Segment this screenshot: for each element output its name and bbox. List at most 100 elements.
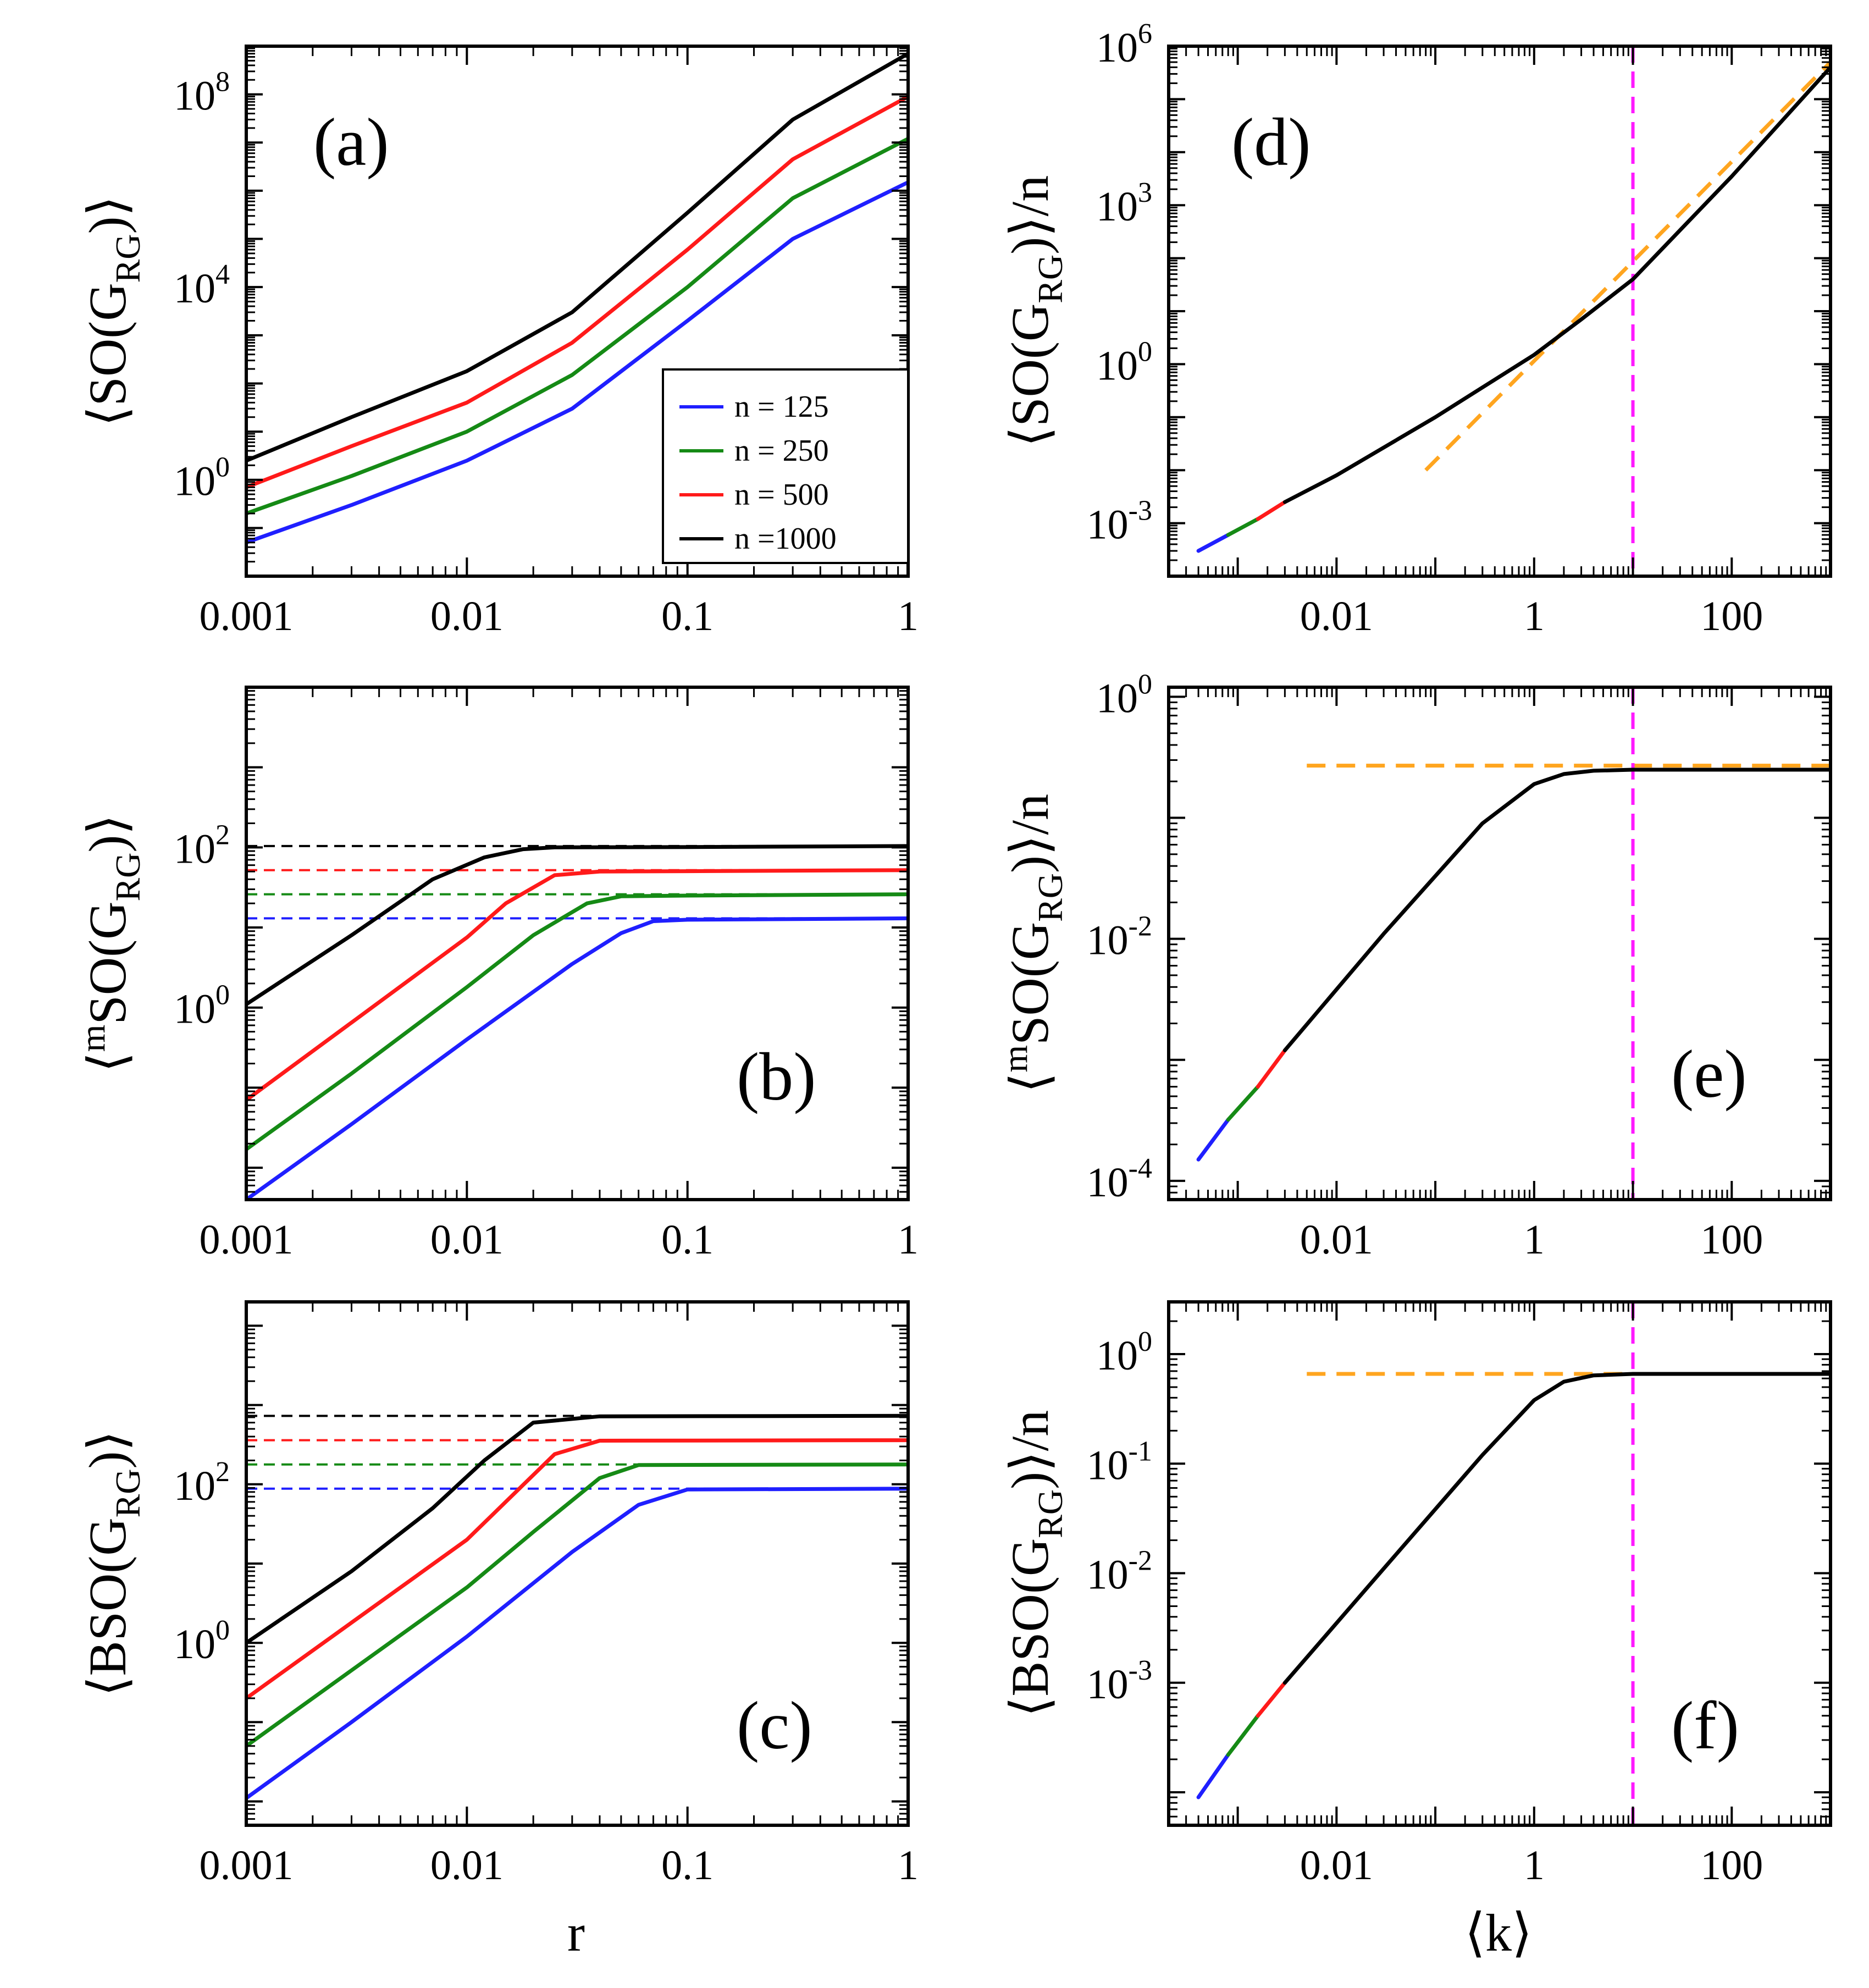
series-line-n-500 bbox=[1256, 500, 1287, 521]
series-line-n-500 bbox=[246, 868, 908, 1102]
x-tick-label: 0.001 bbox=[200, 593, 294, 639]
y-tick-label: 10-4 bbox=[1087, 1153, 1152, 1206]
panel-label: (c) bbox=[737, 1688, 812, 1763]
x-tick-label: 1 bbox=[898, 593, 919, 639]
plot-area bbox=[246, 52, 908, 545]
x-tick-label: 0.001 bbox=[200, 1842, 294, 1888]
y-tick-label: 100 bbox=[174, 1615, 230, 1667]
y-tick-label: 10-2 bbox=[1087, 911, 1152, 964]
y-axis-label: ⟨SO(GRG)⟩/n bbox=[1000, 175, 1070, 447]
series-line-n-500 bbox=[246, 95, 908, 489]
x-tick-label: 100 bbox=[1700, 593, 1763, 639]
series-line-n-125 bbox=[246, 916, 908, 1200]
x-tick-label: 1 bbox=[898, 1217, 919, 1263]
y-tick-label: 10-1 bbox=[1087, 1435, 1152, 1488]
x-tick-label: 1 bbox=[898, 1842, 919, 1888]
y-tick-label: 102 bbox=[174, 819, 230, 872]
panel-label: (a) bbox=[313, 104, 389, 180]
series-line-n-500 bbox=[1256, 1048, 1287, 1089]
legend-label-n500: n = 500 bbox=[734, 478, 829, 512]
series-line-n-1000 bbox=[1282, 767, 1831, 1052]
series-line-n-125 bbox=[1196, 1753, 1230, 1799]
panel-label: (d) bbox=[1231, 104, 1311, 180]
y-tick-label: 104 bbox=[174, 259, 230, 312]
plot-area bbox=[1196, 1302, 1831, 1825]
panel-c: 0.001 0.01 0.1 1 100 102 (c) ⟨BSO(GRG)⟩ r bbox=[78, 1300, 919, 1962]
series-line-n-1000 bbox=[246, 52, 908, 463]
x-tick-label: 0.01 bbox=[430, 1217, 504, 1263]
series-line-n-125 bbox=[246, 1487, 908, 1801]
x-tick-label: 0.01 bbox=[1300, 593, 1373, 639]
x-tick-label: 100 bbox=[1700, 1217, 1763, 1263]
panel-label: (f) bbox=[1671, 1688, 1739, 1763]
x-tick-label: 0.1 bbox=[661, 593, 714, 639]
x-tick-label: 100 bbox=[1700, 1842, 1763, 1888]
panel-b: 0.001 0.01 0.1 1 100 102 (b) ⟨mSO(GRG)⟩ bbox=[73, 686, 919, 1263]
y-tick-label: 100 bbox=[174, 452, 230, 505]
plot-frame bbox=[245, 1300, 910, 1827]
y-axis-label: ⟨BSO(GRG)⟩ bbox=[78, 1431, 147, 1697]
series-line-n-250 bbox=[1226, 1085, 1260, 1122]
panel-f: 0.01 1 100 10-3 10-2 10-1 100 (f) ⟨BSO(GRG)⟩/n ⟨k… bbox=[1000, 1300, 1832, 1962]
plot-frame bbox=[1167, 686, 1832, 1201]
y-tick-label: 108 bbox=[174, 67, 230, 119]
x-tick-label: 0.001 bbox=[200, 1217, 294, 1263]
series-line-n-500 bbox=[1256, 1681, 1287, 1718]
x-tick-label: 0.01 bbox=[1300, 1217, 1373, 1263]
x-tick-label: 0.1 bbox=[661, 1842, 714, 1888]
legend-label-n250: n = 250 bbox=[734, 434, 829, 468]
y-tick-label: 100 bbox=[1096, 1326, 1152, 1379]
y-tick-label: 10-3 bbox=[1087, 495, 1152, 548]
series-line-n-250 bbox=[246, 1462, 908, 1748]
y-tick-label: 103 bbox=[1096, 177, 1152, 230]
x-tick-label: 0.01 bbox=[430, 593, 504, 639]
series-line-n-250 bbox=[1226, 1714, 1260, 1757]
y-axis-label: ⟨mSO(GRG)⟩ bbox=[73, 814, 147, 1073]
series-line-n-250 bbox=[246, 136, 908, 516]
panel-e: 0.01 1 100 10-4 10-2 100 (e) ⟨mSO(GRG)⟩/n bbox=[996, 669, 1832, 1263]
x-tick-label: 0.1 bbox=[661, 1217, 714, 1263]
y-axis-label: ⟨mSO(GRG)⟩/n bbox=[996, 794, 1070, 1093]
y-tick-label: 100 bbox=[1096, 669, 1152, 721]
panel-a: 0.001 0.01 0.1 1 100 104 108 (a) ⟨SO(GRG)⟩ bbox=[78, 45, 919, 639]
plot-frame bbox=[245, 686, 910, 1201]
plot-area bbox=[1196, 46, 1831, 576]
y-tick-label: 106 bbox=[1096, 18, 1152, 71]
x-tick-label: 1 bbox=[1524, 593, 1545, 639]
reference-line bbox=[1424, 60, 1831, 472]
y-axis-label: ⟨SO(GRG)⟩ bbox=[78, 196, 147, 427]
x-tick-label: 1 bbox=[1524, 1217, 1545, 1263]
plot-frame bbox=[1167, 1300, 1832, 1827]
legend-label-n1000: n =1000 bbox=[734, 522, 837, 556]
y-tick-label: 100 bbox=[1096, 336, 1152, 389]
legend-label-n125: n = 125 bbox=[734, 390, 829, 424]
series-line-n-125 bbox=[1196, 533, 1230, 553]
x-tick-label: 1 bbox=[1524, 1842, 1545, 1888]
x-tick-label: 0.01 bbox=[430, 1842, 504, 1888]
legend-box bbox=[662, 368, 909, 564]
x-tick-label: 0.01 bbox=[1300, 1842, 1373, 1888]
plot-frame bbox=[1167, 45, 1832, 578]
panel-d: 0.01 1 100 10-3 100 103 106 (d) ⟨SO(GRG)⟩/n bbox=[1000, 18, 1832, 639]
plot-area bbox=[246, 844, 908, 1200]
series-line-n-1000 bbox=[1282, 65, 1831, 504]
plot-frame bbox=[245, 45, 910, 578]
series-line-n-250 bbox=[246, 892, 908, 1151]
series-line-n-125 bbox=[246, 180, 908, 545]
series-line-n-500 bbox=[246, 1438, 908, 1700]
x-axis-label: r bbox=[567, 1903, 585, 1962]
series-line-n-1000 bbox=[1282, 1372, 1831, 1685]
legend: n = 125 n = 250 n = 500 n =1000 bbox=[662, 368, 909, 564]
y-axis-label: ⟨BSO(GRG)⟩/n bbox=[1000, 1410, 1070, 1718]
series-line-n-250 bbox=[1226, 517, 1260, 537]
y-tick-label: 100 bbox=[174, 980, 230, 1032]
x-axis-label: ⟨k⟩ bbox=[1465, 1903, 1533, 1962]
y-tick-label: 10-3 bbox=[1087, 1655, 1152, 1708]
series-line-n-1000 bbox=[246, 844, 908, 1007]
series-line-n-1000 bbox=[246, 1413, 908, 1645]
y-tick-label: 102 bbox=[174, 1456, 230, 1509]
panel-label: (e) bbox=[1671, 1036, 1747, 1112]
y-tick-label: 10-2 bbox=[1087, 1545, 1152, 1598]
series-line-n-125 bbox=[1196, 1118, 1230, 1162]
